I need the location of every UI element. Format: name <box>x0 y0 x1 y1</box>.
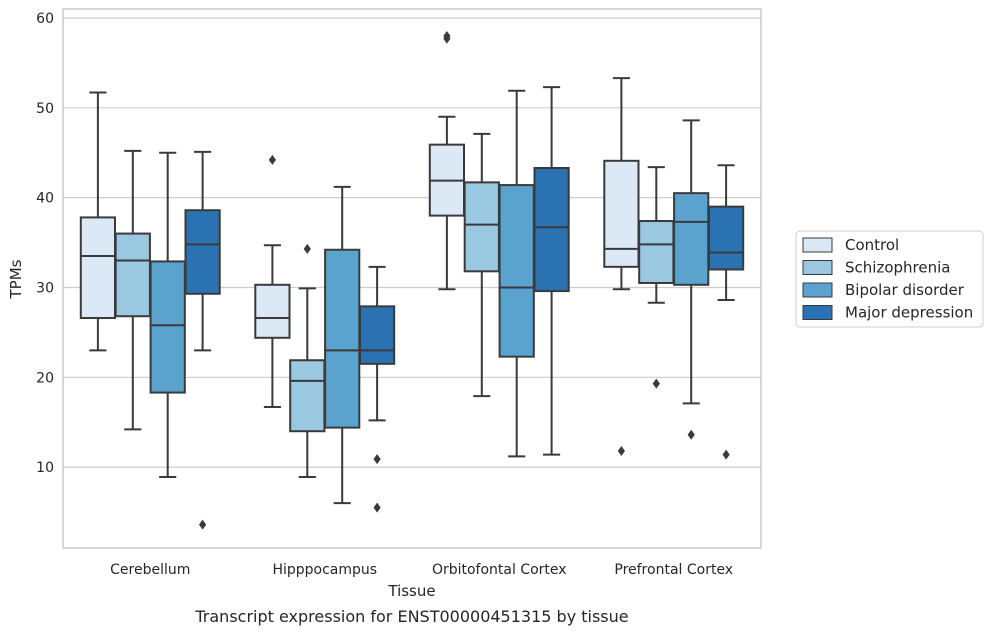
box-iqr <box>463 181 500 273</box>
box-iqr <box>324 248 361 429</box>
x-tick-label: Hipppocampus <box>272 562 377 578</box>
plot-area-frame <box>62 8 762 549</box>
box-plot-series <box>79 30 745 530</box>
outlier-point <box>373 502 381 513</box>
legend-swatch <box>802 237 833 253</box>
box-schizophrenia <box>114 149 151 431</box>
box-bipolar-disorder <box>324 185 361 505</box>
box-schizophrenia <box>289 243 326 479</box>
box-iqr <box>254 283 291 339</box>
box-iqr <box>603 159 640 268</box>
legend-swatch <box>802 282 833 298</box>
box-bipolar-disorder <box>149 151 186 479</box>
box-control <box>603 77 640 456</box>
box-major-depression <box>707 164 745 460</box>
box-iqr <box>673 192 710 286</box>
legend-label: Schizophrenia <box>845 259 950 277</box>
box-iqr <box>149 260 186 394</box>
y-tick-label: 60 <box>36 11 54 27</box>
outlier-point <box>268 154 276 165</box>
box-control <box>428 30 466 291</box>
x-axis-label: Tissue <box>387 582 435 600</box>
legend-swatch <box>802 305 833 320</box>
outlier-point <box>722 449 730 460</box>
legend-label: Control <box>845 236 899 254</box>
box-iqr <box>289 359 326 433</box>
legend-frame <box>795 230 984 328</box>
legend-label: Major depression <box>845 304 973 322</box>
box-schizophrenia <box>638 166 675 389</box>
outlier-point <box>687 429 695 440</box>
box-iqr <box>638 220 675 284</box>
outlier-point <box>373 454 381 465</box>
box-schizophrenia <box>463 132 500 398</box>
y-tick-label: 30 <box>36 280 54 296</box>
box-major-depression <box>533 86 570 456</box>
y-tick-label: 10 <box>36 460 54 476</box>
y-tick-label: 50 <box>36 101 54 117</box>
box-iqr <box>184 209 221 295</box>
legend-label: Bipolar disorder <box>845 281 965 299</box>
y-tick-label: 20 <box>36 370 54 386</box>
box-iqr <box>498 184 535 358</box>
chart-caption: Transcript expression for ENST0000045131… <box>194 607 628 626</box>
box-major-depression <box>358 265 396 513</box>
box-iqr <box>707 205 745 271</box>
outlier-point <box>199 519 207 530</box>
box-iqr <box>79 216 117 320</box>
y-tick-label: 40 <box>36 191 54 207</box>
x-tick-label: Prefrontal Cortex <box>614 562 733 578</box>
x-tick-label: Orbitofontal Cortex <box>432 562 567 578</box>
box-control <box>79 91 117 352</box>
outlier-point <box>303 243 311 254</box>
box-major-depression <box>184 150 221 530</box>
outlier-point <box>443 30 451 41</box>
outlier-point <box>617 445 625 456</box>
x-tick-labels: Cerebellum Hipppocampus Orbitofontal Corte… <box>110 562 733 578</box>
legend: Control Schizophrenia Bipolar disorder Majo… <box>795 230 984 328</box>
legend-swatch <box>802 260 833 275</box>
y-axis-label: TPMs <box>7 259 25 299</box>
box-bipolar-disorder <box>673 119 710 440</box>
box-iqr <box>533 167 570 293</box>
box-bipolar-disorder <box>498 89 535 458</box>
outlier-point <box>652 378 660 389</box>
box-iqr <box>114 232 151 318</box>
y-tick-labels: 10 20 30 40 50 60 <box>36 11 54 476</box>
box-iqr <box>358 305 396 365</box>
x-tick-label: Cerebellum <box>110 562 190 578</box>
box-control <box>254 154 291 408</box>
